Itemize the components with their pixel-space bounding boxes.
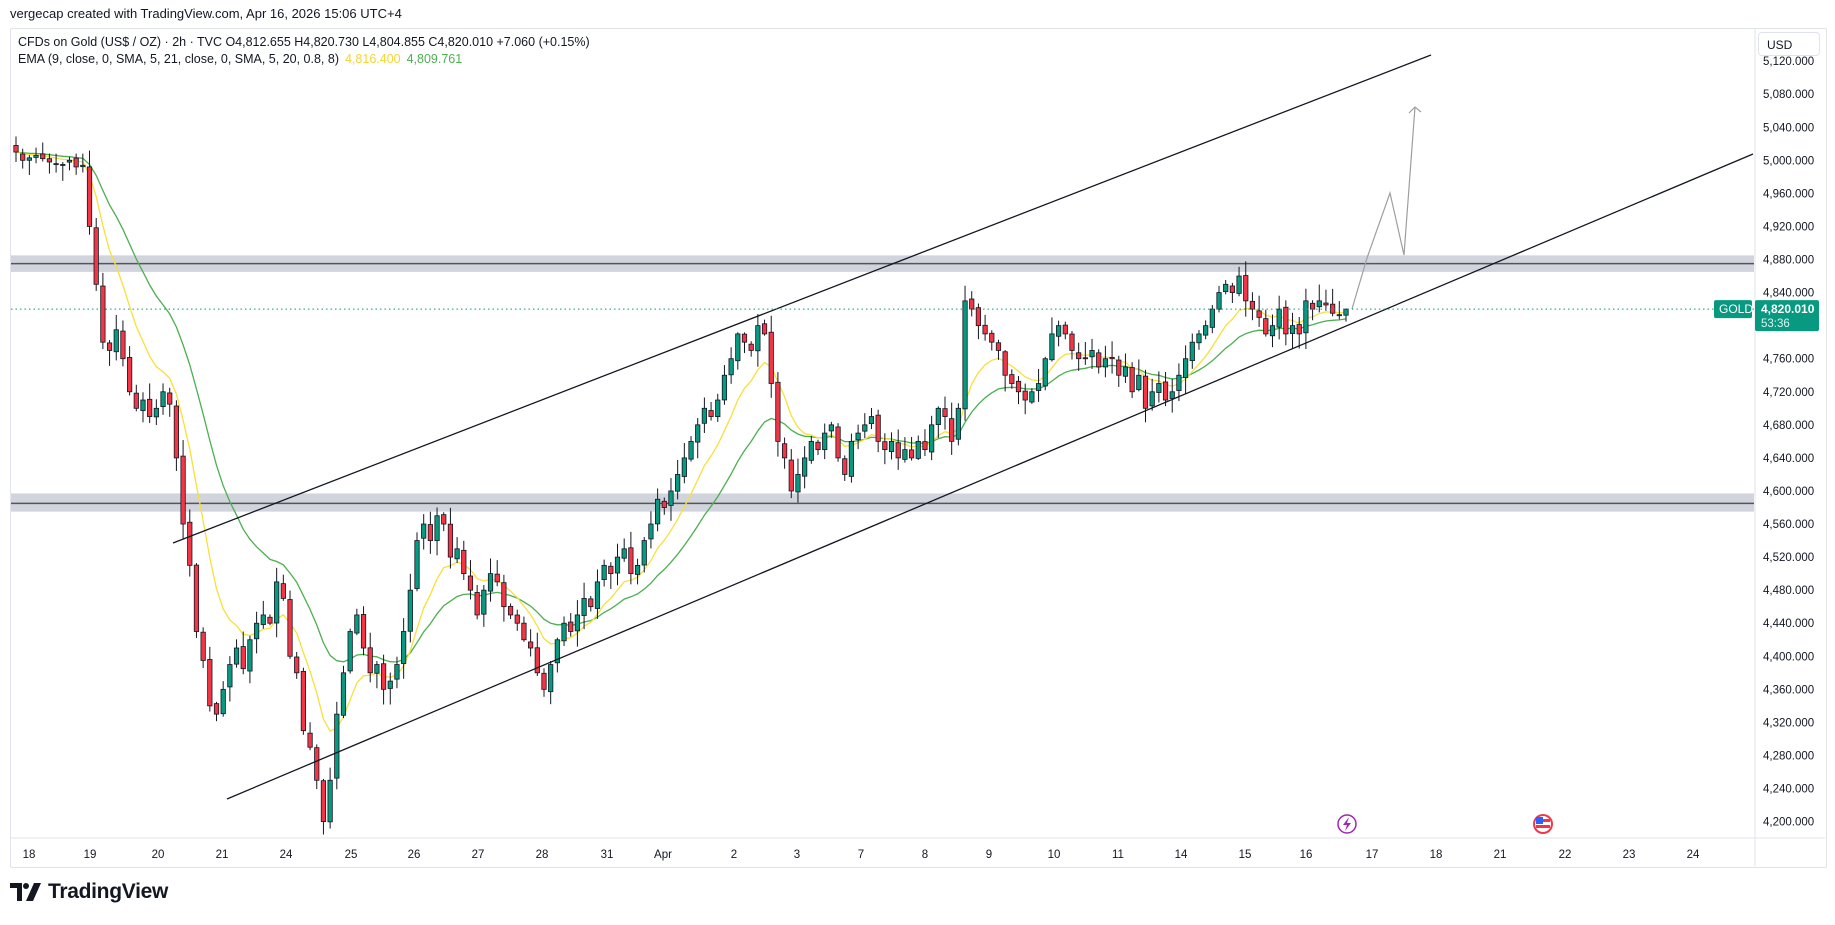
time-tick: 19: [84, 849, 97, 861]
symbol-tag: [1714, 300, 1752, 319]
time-tick: 31: [601, 849, 614, 861]
time-tick: 15: [1239, 849, 1252, 861]
last-price-tag: [1755, 300, 1819, 332]
time-tick: 23: [1623, 849, 1636, 861]
price-tick: 4,560.000: [1763, 519, 1814, 531]
tradingview-logo-text: TradingView: [48, 880, 169, 903]
price-tick: 4,920.000: [1763, 221, 1814, 233]
price-tick: 4,600.000: [1763, 486, 1814, 498]
last-price-text: 4,820.010: [1761, 302, 1815, 316]
price-tick: 5,040.000: [1763, 122, 1814, 134]
symbol-ohlc-line[interactable]: CFDs on Gold (US$ / OZ) · 2h · TVC O4,81…: [18, 35, 590, 49]
time-tick: 11: [1112, 849, 1124, 861]
tradingview-logo-icon: [10, 883, 41, 901]
time-tick: 24: [1687, 849, 1700, 861]
price-tick: 4,720.000: [1763, 387, 1814, 399]
time-tick: 21: [1494, 849, 1507, 861]
symbol-tag-text: GOLD: [1719, 302, 1753, 316]
channel-lower-line[interactable]: [226, 153, 1754, 800]
price-tick: 5,000.000: [1763, 155, 1814, 167]
chart-legend: CFDs on Gold (US$ / OZ) · 2h · TVC O4,81…: [18, 34, 590, 68]
ema-9-line[interactable]: [15, 151, 1347, 733]
price-tick: 4,360.000: [1763, 684, 1814, 696]
time-tick: 20: [152, 849, 165, 861]
time-tick: 27: [472, 849, 485, 861]
time-tick: 8: [922, 849, 928, 861]
price-tick: 4,760.000: [1763, 354, 1814, 366]
price-tick: 4,520.000: [1763, 552, 1814, 564]
lightning-event-icon[interactable]: [1337, 814, 1357, 834]
ema-params: EMA (9, close, 0, SMA, 5, 21, close, 0, …: [18, 52, 339, 66]
time-tick: 7: [858, 849, 864, 861]
price-tick: 4,640.000: [1763, 453, 1814, 465]
time-tick: 2: [731, 849, 737, 861]
time-tick: 18: [1430, 849, 1443, 861]
time-tick: 26: [408, 849, 421, 861]
price-tick: 5,120.000: [1763, 56, 1814, 68]
time-tick: 17: [1366, 849, 1379, 861]
price-tick: 4,680.000: [1763, 420, 1814, 432]
price-tick: 4,960.000: [1763, 188, 1814, 200]
candles[interactable]: [13, 136, 1349, 835]
time-tick: 24: [280, 849, 293, 861]
time-tick: 28: [536, 849, 549, 861]
ema-indicator-line[interactable]: EMA (9, close, 0, SMA, 5, 21, close, 0, …: [18, 51, 590, 68]
time-tick: 16: [1300, 849, 1313, 861]
time-tick: 14: [1175, 849, 1188, 861]
time-tick: 10: [1048, 849, 1061, 861]
projection-path[interactable]: [1351, 106, 1416, 310]
projection-arrowhead-icon: [1408, 106, 1422, 114]
ema-slow-value: 4,809.761: [406, 52, 463, 66]
time-tick: 9: [986, 849, 992, 861]
price-tick: 4,320.000: [1763, 717, 1814, 729]
price-tick: 4,200.000: [1763, 817, 1814, 829]
time-tick: Apr: [654, 849, 672, 861]
time-tick: 18: [23, 849, 36, 861]
countdown-text: 53:36: [1761, 318, 1790, 330]
price-tick: 4,240.000: [1763, 784, 1814, 796]
time-tick: 21: [216, 849, 229, 861]
price-tick: 5,080.000: [1763, 89, 1814, 101]
price-tick: 4,400.000: [1763, 651, 1814, 663]
time-tick: 3: [794, 849, 800, 861]
tradingview-logo: TradingView: [10, 880, 168, 904]
price-tick: 4,280.000: [1763, 750, 1814, 762]
ema-fast-value: 4,816.400: [344, 52, 401, 66]
support-zone[interactable]: [11, 493, 1754, 512]
price-tick: 4,480.000: [1763, 585, 1814, 597]
time-tick: 22: [1559, 849, 1572, 861]
price-tick: 4,880.000: [1763, 255, 1814, 267]
us-flag-event-icon[interactable]: [1533, 814, 1553, 834]
credit-line: vergecap created with TradingView.com, A…: [10, 6, 402, 21]
price-tick: 4,440.000: [1763, 618, 1814, 630]
currency-selector[interactable]: USD: [1758, 32, 1820, 56]
time-tick: 25: [345, 849, 358, 861]
channel-upper-line[interactable]: [172, 54, 1432, 544]
price-tick: 4,840.000: [1763, 288, 1814, 300]
